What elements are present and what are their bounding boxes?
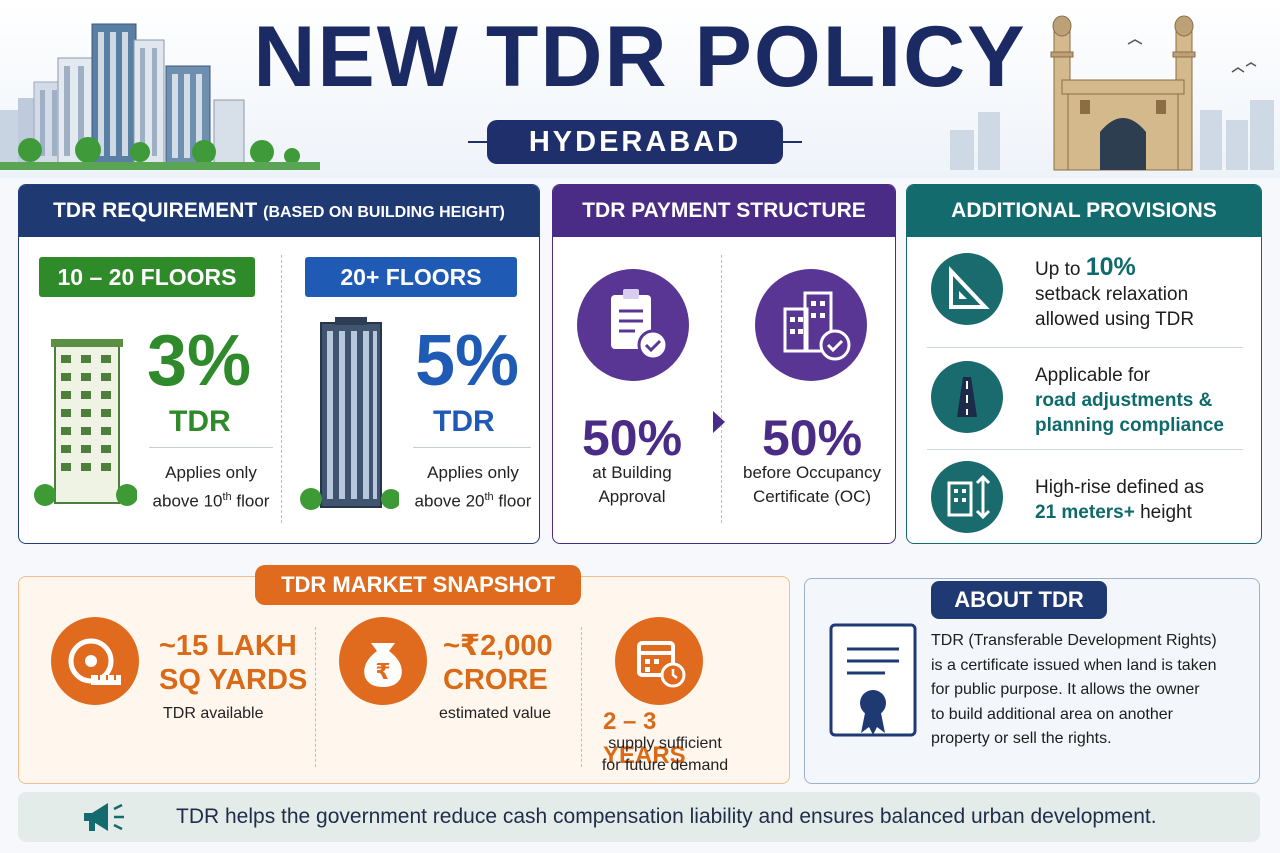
road-adjustments-text: Applicable for road adjustments & plannin… [1035, 365, 1224, 436]
clipboard-check-icon [577, 269, 689, 381]
arrow-right-icon [713, 411, 725, 433]
setback-relaxation-text: Up to 10% setback relaxation allowed usin… [1035, 253, 1195, 331]
additional-provisions-title: ADDITIONAL PROVISIONS [907, 185, 1261, 237]
footer-banner: TDR helps the government reduce cash com… [18, 792, 1260, 842]
charminar-illustration [950, 15, 1274, 171]
floors-20-plus-tag: 20+ FLOORS [305, 257, 517, 297]
supply-years-value: 2 – 3 YEARS [603, 708, 686, 769]
tdr-3-percent: 3% [147, 321, 252, 401]
money-bag-icon: ₹ [339, 617, 427, 705]
tdr-5-percent: 5% [415, 321, 520, 401]
subtitle-rule-right [782, 141, 802, 143]
floors-10-20-tag: 10 – 20 FLOORS [39, 257, 255, 297]
subtitle-rule-left [468, 141, 488, 143]
second-installment-note: before Occupancy Certificate (OC) [743, 463, 881, 506]
tdr-market-snapshot-card: TDR MARKET SNAPSHOT ~15 LAKH SQ YARDS TDR… [18, 565, 790, 784]
high-rise-definition-text: High-rise defined as 21 meters+ height [1035, 477, 1204, 523]
tdr-payment-card: TDR PAYMENT STRUCTURE 50% at Building App… [552, 184, 896, 544]
additional-provisions-card: ADDITIONAL PROVISIONS Up to 10% setback … [906, 184, 1262, 544]
certificate-ribbon-icon [829, 623, 917, 737]
page-title: NEW TDR POLICY [253, 9, 1027, 105]
estimated-value-label: estimated value [439, 705, 552, 722]
applies-note-left: Applies only above 10th floor [152, 463, 270, 511]
column-divider [315, 627, 316, 767]
second-installment-percent: 50% [761, 410, 863, 466]
first-installment-percent: 50% [581, 410, 683, 466]
footer-message: TDR helps the government reduce cash com… [176, 805, 1157, 828]
measuring-tape-icon [51, 617, 139, 705]
divider [927, 449, 1243, 450]
set-square-ruler-icon [931, 253, 1003, 325]
high-rise-building-icon [300, 317, 399, 510]
megaphone-icon [84, 803, 124, 831]
calendar-clock-icon [615, 617, 703, 705]
tdr-label-right: TDR [433, 405, 495, 438]
estimated-value-amount: ~₹2,000 CRORE [443, 630, 553, 696]
divider [927, 347, 1243, 348]
tdr-available-label: TDR available [163, 705, 264, 722]
city-skyline-illustration [0, 23, 320, 170]
divider [413, 447, 531, 448]
road-icon [931, 361, 1003, 433]
applies-note-right: Applies only above 20th floor [414, 463, 532, 511]
first-installment-note: at Building Approval [592, 463, 672, 506]
about-tdr-card: ABOUT TDR TDR (Transferable Development … [804, 578, 1260, 784]
about-tdr-title: ABOUT TDR [931, 581, 1107, 619]
building-check-icon [755, 269, 867, 381]
header-banner: NEW TDR POLICY HYDERABAD [0, 0, 1280, 178]
tdr-payment-title: TDR PAYMENT STRUCTURE [553, 185, 895, 237]
svg-text:₹: ₹ [375, 660, 390, 685]
column-divider [581, 627, 582, 767]
tdr-available-value: ~15 LAKH SQ YARDS [159, 630, 308, 696]
tdr-requirement-title: TDR REQUIREMENT (BASED ON BUILDING HEIGH… [19, 185, 539, 237]
mid-rise-building-icon [34, 339, 137, 506]
column-divider [721, 255, 722, 523]
divider [149, 447, 273, 448]
tdr-market-snapshot-title: TDR MARKET SNAPSHOT [255, 565, 581, 605]
tdr-label-left: TDR [169, 405, 231, 438]
supply-years-note: supply sufficient for future demand [601, 735, 729, 774]
building-height-icon [931, 461, 1003, 533]
about-tdr-description: TDR (Transferable Development Rights) is… [931, 632, 1217, 747]
tdr-requirement-card: TDR REQUIREMENT (BASED ON BUILDING HEIGH… [18, 184, 540, 544]
city-subtitle: HYDERABAD [487, 120, 783, 164]
column-divider [281, 255, 282, 523]
